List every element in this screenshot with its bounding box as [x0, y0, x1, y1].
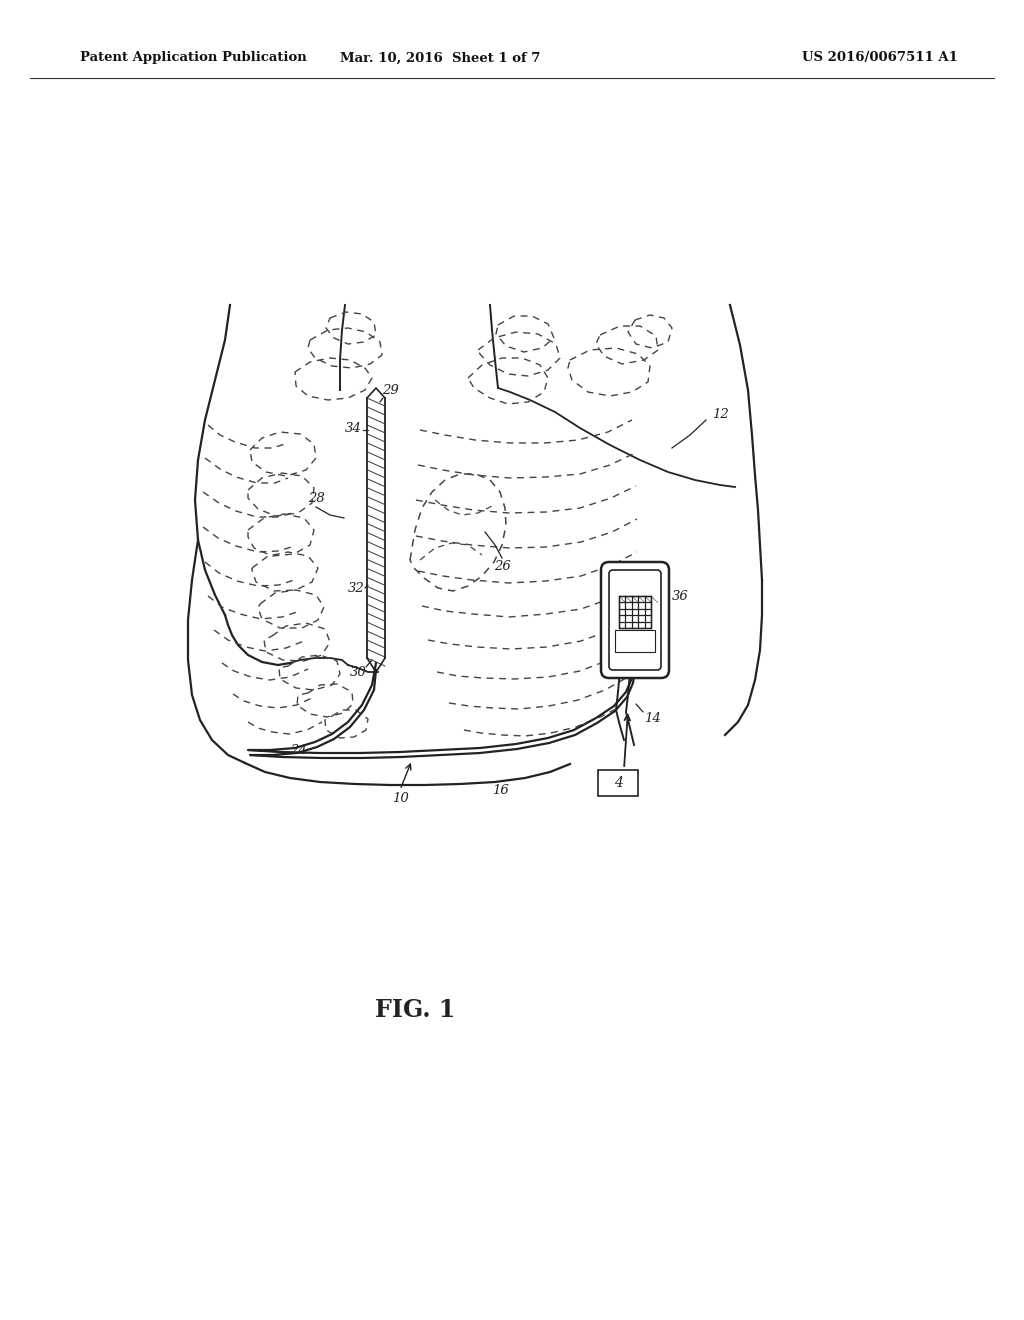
Text: 4: 4 [613, 776, 623, 789]
Text: 14: 14 [644, 711, 660, 725]
Text: 12: 12 [712, 408, 728, 421]
FancyBboxPatch shape [609, 570, 662, 671]
Text: 30: 30 [349, 665, 367, 678]
Text: 29: 29 [382, 384, 398, 396]
Text: 36: 36 [672, 590, 688, 602]
Text: 24: 24 [290, 743, 306, 756]
Text: 26: 26 [494, 560, 510, 573]
FancyBboxPatch shape [601, 562, 669, 678]
Text: 16: 16 [492, 784, 508, 796]
Text: Mar. 10, 2016  Sheet 1 of 7: Mar. 10, 2016 Sheet 1 of 7 [340, 51, 541, 65]
Bar [618, 597, 651, 628]
Bar [615, 630, 655, 652]
Text: Patent Application Publication: Patent Application Publication [80, 51, 307, 65]
Text: 10: 10 [391, 792, 409, 804]
Text: 34: 34 [345, 421, 361, 434]
Text: US 2016/0067511 A1: US 2016/0067511 A1 [802, 51, 957, 65]
Text: FIG. 1: FIG. 1 [375, 998, 455, 1022]
Text: 32: 32 [347, 582, 365, 594]
Text: 28: 28 [307, 491, 325, 504]
Bar [618, 597, 651, 628]
Bar [598, 770, 638, 796]
